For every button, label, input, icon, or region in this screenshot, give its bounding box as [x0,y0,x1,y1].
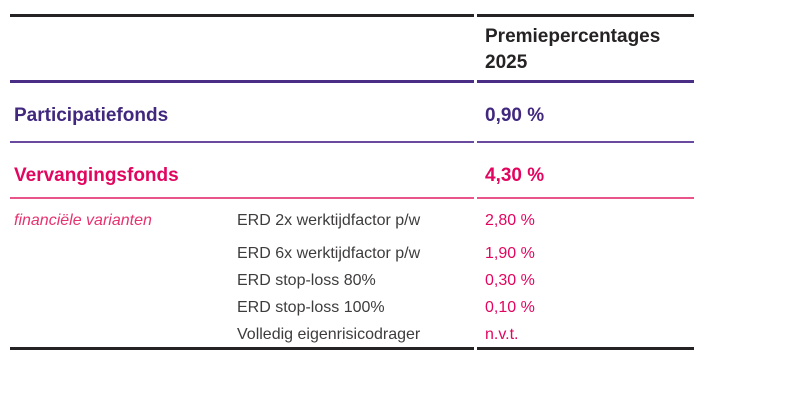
empty-cell [237,166,477,198]
rule-segment [477,141,694,143]
financial-variants-section: financiële varianten ERD 2x werktijdfact… [10,199,694,347]
variant-value: 2,80 % [485,211,535,229]
variant-name: ERD 2x werktijdfactor p/w [237,211,421,229]
variant-name: ERD 6x werktijdfactor p/w [237,244,421,262]
fund-value: 4,30 % [485,164,545,186]
rule-segment [10,141,474,143]
rule-segment [477,346,694,350]
fund-name: Vervangingsfonds [14,164,179,186]
rule-segment [477,14,694,17]
empty-cell [237,106,477,142]
variant-row-stop-loss-80: ERD stop-loss 80% 0,30 % [237,271,694,291]
variant-name: ERD stop-loss 100% [237,298,385,316]
header-bottom-rule [10,80,694,83]
participatiefonds-bottom-rule [10,141,694,143]
rule-segment [477,80,694,83]
table-row-vervangingsfonds: Vervangingsfonds 4,30 % [10,143,694,198]
rule-segment [10,14,474,17]
variants-list: ERD 2x werktijdfactor p/w 2,80 % ERD 6x … [237,211,694,345]
table-header-row: Premiepercentages 2025 [10,17,694,80]
table-bottom-rule [10,346,694,350]
rule-segment [10,346,474,350]
fund-value: 0,90 % [485,104,545,126]
variant-row-volledig-erd: Volledig eigenrisicodrager n.v.t. [237,325,694,345]
rule-segment [10,80,474,83]
variant-row-erd-2x: ERD 2x werktijdfactor p/w 2,80 % [237,211,694,231]
variants-section-label: financiële varianten [14,211,152,229]
header-value-cell: Premiepercentages 2025 [477,24,694,80]
header-label-cell [10,24,237,80]
column-header-title: Premiepercentages 2025 [485,26,661,73]
table-row-participatiefonds: Participatiefonds 0,90 % [10,83,694,142]
variant-value: 0,30 % [485,271,535,289]
header-mid-cell [237,24,477,80]
premium-percentages-table: Premiepercentages 2025 Participatiefonds… [10,14,694,350]
variant-row-stop-loss-100: ERD stop-loss 100% 0,10 % [237,298,694,318]
vervangingsfonds-bottom-rule [10,197,694,199]
variant-value: 0,10 % [485,298,535,316]
rule-segment [10,197,474,199]
variant-name: Volledig eigenrisicodrager [237,325,421,343]
variant-name: ERD stop-loss 80% [237,271,376,289]
variant-row-erd-6x: ERD 6x werktijdfactor p/w 1,90 % [237,244,694,264]
variant-value: 1,90 % [485,244,535,262]
rule-segment [477,197,694,199]
table-top-rule [10,14,694,17]
variant-value: n.v.t. [485,325,519,343]
fund-name: Participatiefonds [14,104,169,126]
